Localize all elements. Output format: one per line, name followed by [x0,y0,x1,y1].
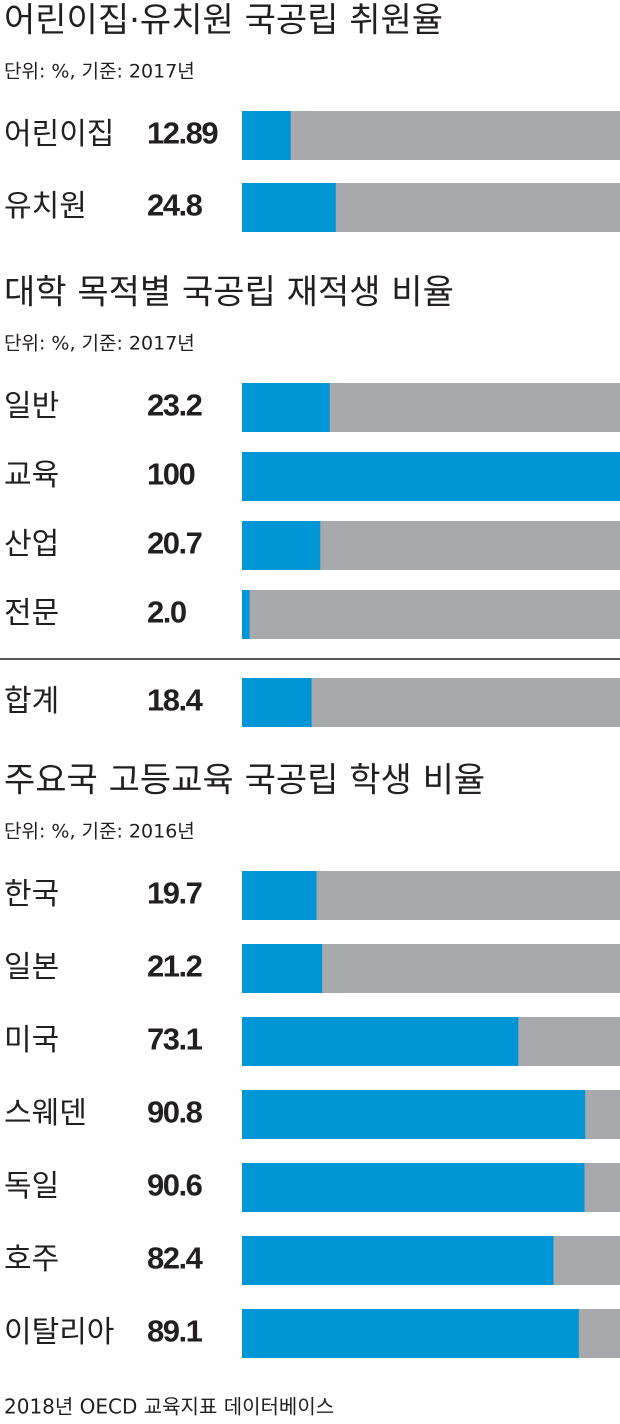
bar [242,1309,579,1358]
bar [242,590,250,639]
category-label: 합계 [4,684,59,719]
chart-title: 주요국 고등교육 국공립 학생 비율 [4,761,485,801]
bar [242,452,620,501]
bar-track [242,111,620,160]
bar [242,1163,585,1212]
value-label: 2.0 [147,595,186,630]
category-label: 전문 [4,596,59,631]
category-label: 한국 [4,877,59,912]
chart-subtitle: 단위: %, 기준: 2017년 [4,61,195,83]
value-label: 20.7 [147,526,202,561]
value-label: 90.8 [147,1095,203,1130]
category-label: 교육 [4,458,59,493]
chart-title: 어린이집·유치원 국공립 취원율 [4,1,443,41]
bar [242,183,336,232]
category-label: 어린이집 [4,117,114,152]
value-label: 12.89 [147,116,218,151]
value-label: 100 [147,457,194,492]
bar-track [242,590,620,639]
value-label: 21.2 [147,949,202,984]
value-label: 82.4 [147,1241,204,1276]
category-label: 일본 [4,950,59,985]
category-label: 호주 [4,1242,59,1277]
category-label: 독일 [4,1169,59,1204]
bar [242,871,317,920]
value-label: 90.6 [147,1168,203,1203]
source: 2018년 OECD 교육지표 데이터베이스 [4,1395,334,1419]
bar [242,1017,519,1066]
bar [242,678,312,727]
chart-subtitle: 단위: %, 기준: 2016년 [4,821,195,843]
value-label: 24.8 [147,188,203,223]
category-label: 일반 [4,389,59,424]
category-label: 미국 [4,1023,59,1058]
category-label: 산업 [4,527,59,562]
value-label: 89.1 [147,1314,203,1349]
category-label: 스웨덴 [4,1096,87,1131]
bar [242,1090,586,1139]
category-label: 이탈리아 [4,1315,114,1350]
chart-title: 대학 목적별 국공립 재적생 비율 [4,273,454,313]
value-label: 19.7 [147,876,202,911]
bar [242,111,291,160]
value-label: 73.1 [147,1022,203,1057]
bar [242,944,323,993]
value-label: 18.4 [147,683,204,718]
category-label: 유치원 [4,189,87,224]
bar [242,521,321,570]
bar [242,383,330,432]
chart-subtitle: 단위: %, 기준: 2017년 [4,333,195,355]
bar [242,1236,554,1285]
value-label: 23.2 [147,388,202,423]
